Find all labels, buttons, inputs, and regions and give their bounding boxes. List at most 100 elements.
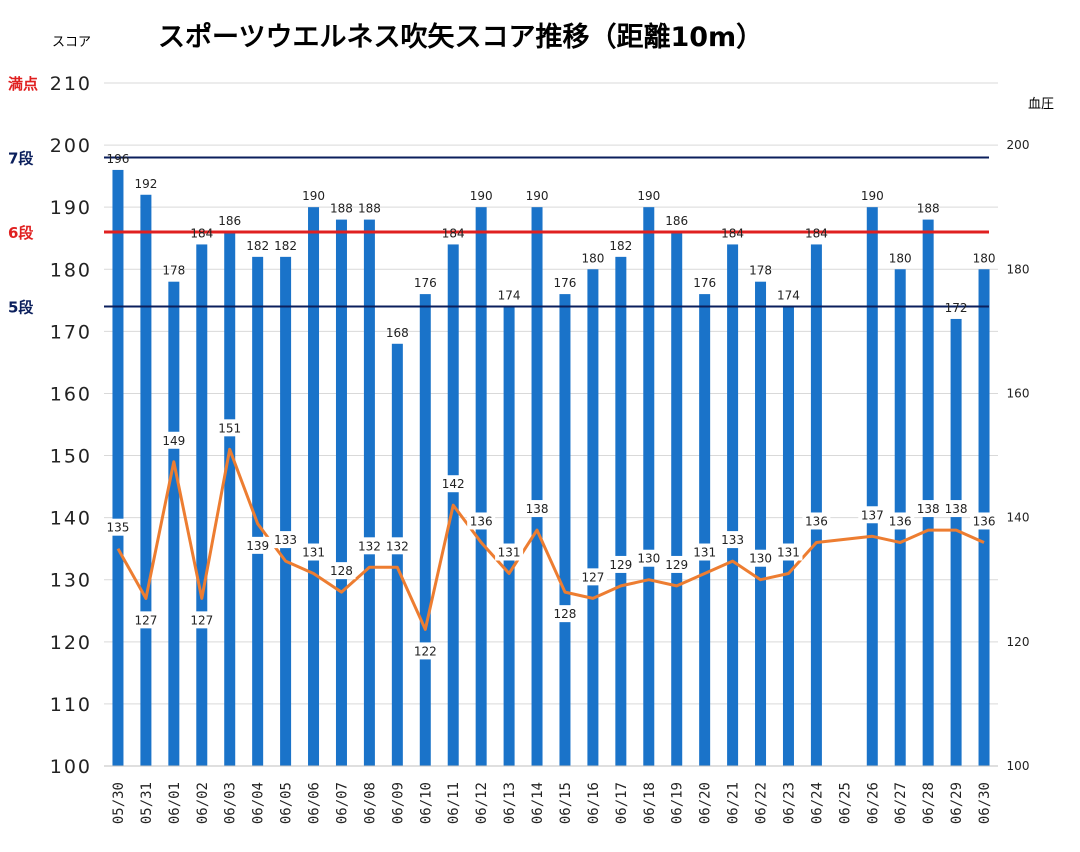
line-label-box — [355, 537, 384, 555]
bar-data-label: 168 — [386, 326, 409, 340]
score-bar — [810, 244, 822, 766]
score-bar — [196, 244, 208, 766]
bar-data-label: 190 — [526, 189, 549, 203]
bar-data-label: 176 — [554, 276, 577, 290]
bar-data-label: 174 — [498, 289, 521, 303]
x-tick-label: 05/30 — [111, 782, 127, 824]
y-tick-label: 200 — [50, 135, 92, 157]
x-tick-label: 06/22 — [754, 782, 770, 824]
y-tick-label: 210 — [50, 73, 92, 95]
x-tick-label: 06/14 — [530, 782, 546, 824]
line-label-box — [634, 549, 663, 567]
line-label-box — [578, 568, 607, 586]
y2-tick-label: 100 — [1007, 759, 1030, 773]
y-tick-label: 150 — [50, 446, 92, 468]
x-tick-label: 06/10 — [418, 782, 434, 824]
y-tick-label: 190 — [50, 197, 92, 219]
line-data-label: 131 — [777, 546, 800, 560]
x-tick-label: 06/13 — [502, 782, 518, 824]
bar-data-label: 196 — [107, 152, 130, 166]
blood-pressure-line — [116, 447, 985, 631]
x-tick-label: 06/23 — [781, 782, 797, 824]
line-data-label: 142 — [442, 477, 465, 491]
x-tick-label: 06/12 — [474, 782, 490, 824]
score-bar — [280, 256, 292, 766]
x-tick-label: 05/31 — [139, 782, 155, 824]
line-data-label: 139 — [246, 539, 269, 553]
line-label-box — [746, 549, 775, 567]
line-label-box — [886, 512, 915, 530]
bar-data-label: 190 — [302, 189, 325, 203]
line-label-box — [690, 543, 719, 561]
y2-axis-label: 血圧 — [1028, 97, 1054, 112]
line-label-box — [271, 531, 300, 549]
y2-tick-label: 180 — [1007, 262, 1030, 276]
bar-data-label: 182 — [609, 239, 632, 253]
line-data-label: 151 — [218, 421, 241, 435]
score-bar — [587, 269, 599, 766]
bar-data-label: 180 — [581, 251, 604, 265]
bar-data-label: 182 — [274, 239, 297, 253]
line-label-box — [383, 537, 412, 555]
line-label-box — [131, 611, 160, 629]
chart-title: スポーツウエルネス吹矢スコア推移（距離10m） — [158, 21, 763, 53]
score-bar — [419, 294, 431, 766]
line-data-label: 133 — [721, 533, 744, 547]
x-tick-label: 06/07 — [334, 782, 350, 824]
x-tick-label: 06/28 — [921, 782, 937, 824]
line-label-box — [774, 543, 803, 561]
line-label-box — [970, 512, 999, 530]
x-tick-label: 06/08 — [362, 782, 378, 824]
score-bar — [922, 219, 934, 767]
x-tick-label: 06/25 — [837, 782, 853, 824]
y-tick-label: 170 — [50, 321, 92, 343]
line-data-label: 138 — [917, 502, 940, 516]
line-data-label: 128 — [330, 564, 353, 578]
reference-lines: 満点 7段 6段 5段 — [8, 75, 989, 317]
score-bar — [559, 294, 571, 766]
line-label-box — [495, 543, 524, 561]
line-data-label: 138 — [526, 502, 549, 516]
data-labels: 135 127 149 127 151 139 133 131 128 132 132 122 142 1… — [103, 152, 999, 660]
bar-data-label: 188 — [330, 202, 353, 216]
bar-data-label: 190 — [861, 189, 884, 203]
bar-data-label: 192 — [134, 177, 157, 191]
line-label-box — [606, 555, 635, 573]
line-data-label: 136 — [973, 514, 996, 528]
bar-data-label: 186 — [665, 214, 688, 228]
y2-tick-label: 160 — [1007, 386, 1030, 400]
y-tick-label: 140 — [50, 508, 92, 530]
reference-line-label: 5段 — [8, 299, 33, 317]
line-data-label: 132 — [386, 539, 409, 553]
line-label-box — [914, 500, 943, 518]
score-bar — [335, 219, 347, 767]
bar-data-label: 190 — [637, 189, 660, 203]
line-label-box — [718, 531, 747, 549]
x-tick-label: 06/29 — [949, 782, 965, 824]
line-data-label: 122 — [414, 644, 437, 658]
x-tick-label: 06/27 — [893, 782, 909, 824]
score-bar — [503, 306, 515, 766]
x-tick-label: 06/06 — [307, 782, 323, 824]
reference-line-label: 6段 — [8, 224, 33, 242]
bar-data-label: 188 — [358, 202, 381, 216]
reference-line-label: 7段 — [8, 150, 33, 168]
bar-data-label: 178 — [162, 264, 185, 278]
line-label-box — [942, 500, 971, 518]
x-tick-label: 06/03 — [223, 782, 239, 824]
bar-series — [112, 169, 990, 767]
line-data-label: 136 — [889, 514, 912, 528]
score-bar — [531, 207, 543, 766]
line-data-label: 129 — [609, 558, 632, 572]
line-label-box — [523, 500, 552, 518]
x-tick-label: 06/20 — [698, 782, 714, 824]
axes: 100 110 120 130 140 150 160 170 180 190 200 210 100 1… — [50, 73, 1030, 824]
score-bar — [140, 194, 152, 766]
y2-tick-label: 140 — [1007, 511, 1030, 525]
line-data-label: 127 — [581, 570, 604, 584]
reference-line-label: 満点 — [8, 75, 38, 93]
line-label-box — [187, 611, 216, 629]
score-bar — [112, 169, 124, 767]
y2-tick-label: 120 — [1007, 635, 1030, 649]
x-tick-label: 06/16 — [586, 782, 602, 824]
